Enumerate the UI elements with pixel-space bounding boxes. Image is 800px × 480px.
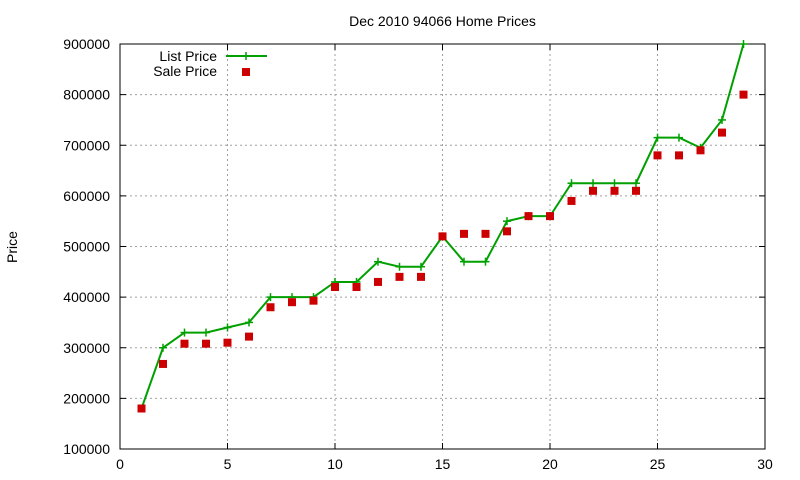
sale-price-point	[374, 277, 382, 286]
list-price-point	[460, 257, 468, 266]
sale-price-point	[395, 272, 404, 281]
x-tick-label: 10	[327, 456, 343, 472]
legend-sale-price-marker	[242, 68, 250, 76]
legend: List Price Sale Price	[153, 48, 267, 79]
list-price-point	[245, 318, 253, 327]
sale-price-point	[589, 186, 597, 195]
sale-price-point	[245, 332, 253, 341]
sale-price-point	[180, 339, 189, 348]
sale-price-point	[718, 128, 726, 137]
x-tick-label: 20	[542, 456, 558, 472]
list-price-point	[632, 179, 640, 188]
y-tick-label: 600000	[63, 188, 110, 204]
y-axis-label: Price	[4, 231, 20, 263]
list-price-point	[503, 217, 511, 226]
sale-price-point	[567, 196, 576, 205]
x-tick-label: 0	[116, 456, 124, 472]
list-price-point	[223, 323, 232, 332]
y-tick-label: 700000	[63, 137, 110, 153]
legend-list-price-marker	[242, 52, 250, 60]
sale-price-point	[632, 186, 640, 195]
sale-price-point	[352, 283, 361, 291]
list-price-point	[610, 179, 619, 188]
list-price-line	[140, 43, 745, 409]
list-price-point	[567, 179, 576, 188]
sale-price-point	[266, 303, 275, 312]
axes: 0 5 10 15 20 25 30 100000 200000 300000 400000 5000…	[63, 36, 773, 472]
x-tick-label: 30	[757, 456, 773, 472]
y-tick-label: 900000	[63, 36, 110, 52]
sale-price-point	[288, 298, 296, 307]
sale-price-point	[137, 404, 146, 413]
legend-plus	[242, 52, 250, 60]
list-price-point	[374, 257, 382, 266]
sale-price-point	[202, 339, 210, 348]
y-tick-label: 100000	[63, 441, 110, 457]
sale-price-point	[739, 90, 748, 99]
list-price-point	[718, 115, 726, 124]
y-tick-label: 400000	[63, 289, 110, 305]
list-price-point	[653, 133, 662, 142]
sale-price-point	[696, 146, 705, 155]
sale-price-point	[546, 212, 554, 221]
sale-price-point	[460, 229, 468, 238]
x-tick-label: 15	[435, 456, 451, 472]
y-tick-label: 300000	[63, 340, 110, 356]
sale-price-point	[503, 227, 511, 236]
sale-price-point	[331, 283, 339, 291]
chart-title: Dec 2010 94066 Home Prices	[349, 13, 536, 29]
legend-sale-price-label: Sale Price	[153, 63, 217, 79]
sale-price-point	[438, 232, 447, 241]
sale-price-point	[159, 359, 167, 368]
list-price-point	[180, 328, 189, 337]
sale-price-point	[610, 186, 619, 195]
y-tick-label: 200000	[63, 390, 110, 406]
sale-price-point	[223, 338, 232, 347]
list-price-point	[395, 262, 404, 271]
list-price-point	[202, 328, 210, 337]
sale-price-point	[675, 151, 683, 160]
sale-price-point	[524, 212, 533, 221]
sale-price-point	[309, 296, 318, 305]
sale-price-point	[653, 151, 662, 160]
x-tick-label: 25	[650, 456, 666, 472]
list-price-point	[417, 262, 425, 271]
list-price-point	[481, 257, 490, 266]
series-layer	[137, 40, 748, 413]
sale-price-point	[417, 272, 425, 281]
y-tick-label: 800000	[63, 87, 110, 103]
legend-list-price-label: List Price	[159, 48, 217, 64]
grid	[120, 44, 765, 449]
list-price-point	[589, 179, 597, 188]
list-price-point	[266, 293, 275, 302]
list-price-point	[675, 133, 683, 142]
list-price-point	[159, 343, 167, 352]
y-tick-label: 500000	[63, 239, 110, 255]
x-tick-label: 5	[224, 456, 232, 472]
sale-price-point	[481, 229, 490, 238]
list-price-point	[739, 40, 748, 48]
